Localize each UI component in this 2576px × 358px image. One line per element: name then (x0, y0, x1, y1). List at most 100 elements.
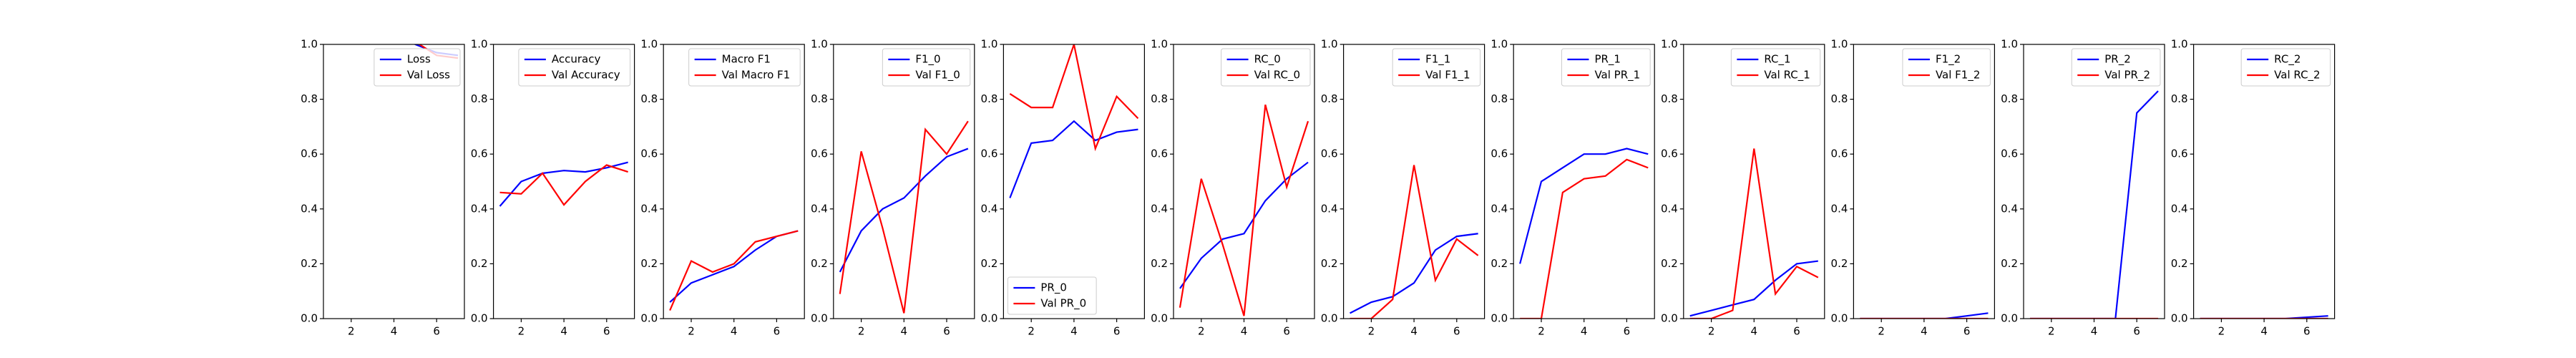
legend-label: F1_2 (1936, 53, 1961, 67)
subplot: 0.0 0.2 0.4 0.6 0.8 1.0 2 4 6 F1_2 Val F1_2 (1831, 38, 1995, 338)
x-tick-label: 4 (731, 325, 738, 338)
legend-box (1392, 48, 1481, 87)
legend: F1_1 Val F1_1 (1392, 48, 1481, 87)
y-tick-label: 0.8 (981, 92, 998, 105)
legend-label: F1_1 (1425, 53, 1450, 67)
y-tick-label: 0.0 (1491, 312, 1508, 325)
subplot: 0.0 0.2 0.4 0.6 0.8 1.0 2 4 6 F1_1 Val F1_1 (1321, 38, 1485, 338)
series-line (1350, 165, 1479, 319)
plot-area (2200, 315, 2328, 319)
series-line (2029, 90, 2159, 319)
legend-box (1221, 48, 1311, 87)
x-tick-label: 6 (1113, 325, 1121, 338)
y-tick-label: 0.4 (1491, 202, 1508, 215)
x-tick-label: 6 (1793, 325, 1800, 338)
y-tick-label: 1.0 (1491, 38, 1508, 51)
y-tick-label: 1.0 (640, 38, 658, 51)
x-tick-label: 2 (348, 325, 355, 338)
series-line (1689, 148, 1819, 319)
legend-label: Macro F1 (722, 53, 771, 66)
x-tick-label: 6 (603, 325, 610, 338)
y-tick-label: 0.8 (1661, 92, 1678, 105)
legend-box (1730, 48, 1821, 87)
y-tick-label: 0.6 (2001, 147, 2018, 160)
legend-box (882, 48, 971, 87)
subplot: 0.0 0.2 0.4 0.6 0.8 1.0 2 4 6 PR_0 Val PR_0 (981, 38, 1146, 338)
x-tick-label: 2 (1368, 325, 1375, 338)
y-tick-label: 1.0 (1321, 38, 1338, 51)
y-tick-label: 0.0 (1321, 312, 1338, 325)
x-tick-label: 2 (1198, 325, 1205, 338)
legend-box (518, 48, 631, 87)
y-tick-label: 0.2 (1661, 257, 1678, 270)
x-tick-label: 4 (1241, 325, 1248, 338)
legend-label: RC_0 (1254, 53, 1281, 67)
plot-area (2029, 90, 2159, 319)
y-tick-label: 0.2 (301, 257, 318, 270)
axes-frame (492, 44, 635, 319)
x-tick-label: 4 (1581, 325, 1588, 338)
y-tick-label: 0.0 (981, 312, 998, 325)
y-tick-label: 0.4 (981, 202, 998, 215)
y-tick-label: 0.0 (1661, 312, 1678, 325)
legend-label: Val RC_1 (1764, 69, 1810, 82)
subplot: 0.0 0.2 0.4 0.6 0.8 1.0 2 4 6 RC_2 Val RC_2 (2171, 38, 2336, 338)
x-tick-label: 4 (560, 325, 567, 338)
x-tick-label: 2 (858, 325, 865, 338)
x-tick-label: 2 (1538, 325, 1545, 338)
y-tick-label: 1.0 (811, 38, 828, 51)
legend-box (2071, 48, 2161, 87)
series-line (1009, 44, 1139, 152)
legend-box (688, 48, 801, 87)
x-tick-label: 6 (1624, 325, 1631, 338)
legend: RC_2 Val RC_2 (2240, 48, 2331, 87)
series-line (1689, 260, 1818, 317)
x-tick-label: 4 (1410, 325, 1418, 338)
x-tick-label: 6 (1963, 325, 1971, 338)
series-line (2200, 315, 2328, 319)
legend: PR_0 Val PR_0 (1007, 276, 1097, 315)
series-line (1179, 104, 1309, 316)
axes-frame (2023, 44, 2165, 319)
y-tick-label: 1.0 (301, 38, 318, 51)
legend-label: RC_2 (2274, 53, 2301, 67)
y-tick-label: 0.4 (2171, 202, 2188, 215)
legend-label: Val PR_1 (1594, 69, 1640, 82)
series-line (839, 120, 969, 314)
y-tick-label: 0.2 (471, 257, 488, 270)
y-tick-label: 0.8 (1321, 92, 1338, 105)
x-tick-label: 4 (1921, 325, 1928, 338)
y-tick-label: 1.0 (2001, 38, 2018, 51)
legend-label: Val PR_0 (1040, 297, 1086, 311)
subplot: 0.0 0.2 0.4 0.6 0.8 1.0 2 4 6 Loss Val Loss (301, 38, 465, 338)
legend: F1_2 Val F1_2 (1902, 48, 1991, 87)
subplot: 0.0 0.2 0.4 0.6 0.8 1.0 2 4 6 RC_1 Val RC_1 (1661, 38, 1825, 338)
series-line (414, 44, 459, 57)
y-tick-label: 0.4 (1151, 202, 1168, 215)
y-tick-label: 0.2 (1321, 257, 1338, 270)
series-line (1520, 158, 1649, 319)
series-line (1179, 161, 1309, 289)
x-tick-label: 2 (1878, 325, 1885, 338)
axes-frame (663, 44, 805, 319)
legend: F1_0 Val F1_0 (882, 48, 971, 87)
legend-label: PR_1 (1594, 53, 1621, 67)
legend-label: PR_0 (1040, 281, 1067, 295)
y-tick-label: 0.0 (640, 312, 658, 325)
x-tick-label: 4 (1070, 325, 1078, 338)
legend-box (374, 48, 461, 87)
x-tick-label: 4 (391, 325, 398, 338)
y-tick-label: 1.0 (1151, 38, 1168, 51)
x-tick-label: 2 (1708, 325, 1715, 338)
y-tick-label: 0.4 (811, 202, 828, 215)
y-tick-label: 0.0 (1831, 312, 1848, 325)
legend-box (2240, 48, 2331, 87)
legend: Loss Val Loss (374, 48, 461, 87)
subplot: 0.0 0.2 0.4 0.6 0.8 1.0 2 4 6 F1_0 Val F1_0 (811, 38, 975, 338)
y-tick-label: 1.0 (1831, 38, 1848, 51)
subplot: 0.0 0.2 0.4 0.6 0.8 1.0 2 4 6 PR_1 Val PR_1 (1491, 38, 1655, 338)
series-line (669, 230, 799, 311)
legend-label: Val Loss (407, 69, 450, 82)
x-tick-label: 2 (1028, 325, 1035, 338)
subplot: 0.0 0.2 0.4 0.6 0.8 1.0 2 4 6 PR_2 Val PR_2 (2001, 38, 2165, 338)
